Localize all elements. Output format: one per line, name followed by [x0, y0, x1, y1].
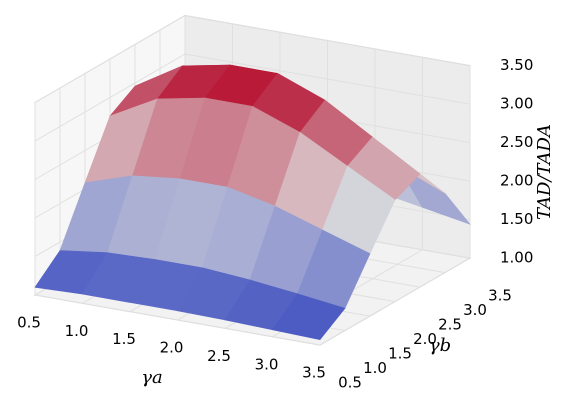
z-tick-label: 3.50 [500, 56, 533, 74]
y-tick-label: 0.5 [338, 374, 362, 392]
x-tick-label: 3.0 [255, 355, 279, 373]
z-tick-label: 2.00 [500, 172, 533, 190]
z-tick-label: 3.00 [500, 95, 533, 113]
y-tick-label: 1.0 [363, 359, 387, 377]
y-tick-label: 2.0 [413, 330, 437, 348]
y-tick-label: 2.5 [438, 316, 462, 334]
grid-line [34, 53, 186, 142]
x-tick-label: 0.5 [17, 314, 41, 332]
z-axis-label: TAD/TADA [534, 124, 555, 220]
x-tick-label: 2.0 [160, 339, 184, 357]
z-tick-label: 1.00 [500, 249, 533, 267]
grid-line [34, 15, 186, 103]
z-tick-label: 2.50 [500, 133, 533, 151]
y-tick-label: 3.0 [463, 301, 487, 319]
y-axis-label: γb [429, 335, 451, 356]
x-tick-label: 1.0 [65, 322, 89, 340]
x-tick-label: 3.5 [302, 364, 326, 382]
grid-line [184, 15, 471, 67]
surface [34, 64, 471, 341]
grid-line [34, 294, 321, 346]
x-tick-label: 2.5 [207, 347, 231, 365]
x-tick-label: 1.5 [112, 330, 136, 348]
x-axis-label: γa [141, 367, 163, 388]
grid-line [184, 53, 471, 105]
surface-patch [271, 293, 346, 341]
z-tick-label: 1.50 [500, 210, 533, 228]
labels: γa γb TAD/TADA 0.5 1.0 1.5 2.0 2.5 3.0 3.50.51… [17, 56, 555, 392]
y-tick-label: 3.5 [488, 287, 512, 305]
y-tick-label: 1.5 [388, 345, 412, 363]
